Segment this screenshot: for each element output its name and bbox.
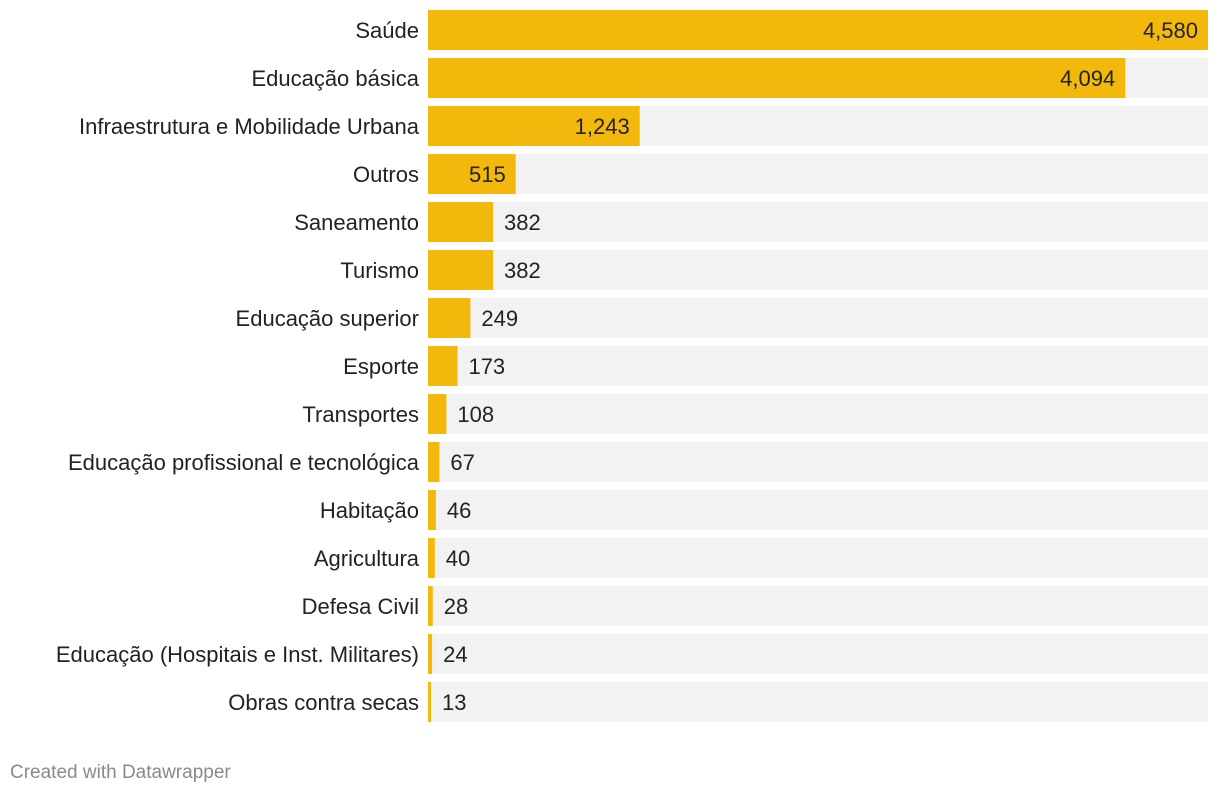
bar-row: Defesa Civil 28 [302,586,1208,626]
value-label: 67 [450,450,474,475]
value-label: 24 [443,642,467,667]
bar-track [428,250,1208,290]
bar [428,538,435,578]
bar-track [428,490,1208,530]
value-label: 249 [481,306,518,331]
bar [428,298,471,338]
bar [428,394,447,434]
bar [428,250,494,290]
value-label: 46 [447,498,471,523]
category-label: Esporte [343,354,419,379]
value-label: 40 [446,546,470,571]
bar-track [428,586,1208,626]
category-label: Turismo [340,258,419,283]
bar-row: Habitação 46 [320,490,1208,530]
category-label: Educação básica [251,66,419,91]
value-label: 4,094 [1060,66,1115,91]
bar-row: Educação superior 249 [236,298,1208,338]
bar-track [428,298,1208,338]
bar-row: Infraestrutura e Mobilidade Urbana 1,243 [79,106,1208,146]
bar [428,10,1208,50]
bar-track [428,538,1208,578]
value-label: 382 [504,210,541,235]
bar [428,490,436,530]
bar-row: Transportes 108 [302,394,1208,434]
bar-track [428,634,1208,674]
category-label: Infraestrutura e Mobilidade Urbana [79,114,420,139]
bar-row: Turismo 382 [340,250,1208,290]
category-label: Obras contra secas [228,690,419,715]
category-label: Habitação [320,498,419,523]
bar [428,106,640,146]
bar-track [428,394,1208,434]
bar-row: Agricultura 40 [314,538,1208,578]
category-label: Transportes [302,402,419,427]
bar [428,346,458,386]
category-label: Educação profissional e tecnológica [68,450,420,475]
bar [428,58,1126,98]
value-label: 515 [469,162,506,187]
value-label: 28 [444,594,468,619]
bar [428,634,433,674]
bar [428,682,431,722]
bar-track [428,442,1208,482]
bar [428,586,433,626]
bar-row: Esporte 173 [343,346,1208,386]
category-label: Educação (Hospitais e Inst. Militares) [56,642,419,667]
category-label: Defesa Civil [302,594,419,619]
value-label: 173 [468,354,505,379]
value-label: 1,243 [575,114,630,139]
bar-track [428,202,1208,242]
bar-row: Educação profissional e tecnológica 67 [68,442,1208,482]
value-label: 108 [457,402,494,427]
bar-track [428,346,1208,386]
category-label: Saúde [355,18,419,43]
bar-chart: Saúde 4,580 Educação básica 4,094 Infraestru… [56,10,1208,722]
bar-row: Saneamento 382 [294,202,1208,242]
bar-track [428,154,1208,194]
value-label: 382 [504,258,541,283]
bar [428,154,516,194]
category-label: Agricultura [314,546,420,571]
value-label: 13 [442,690,466,715]
datawrapper-credit: Created with Datawrapper [10,762,231,783]
bar [428,442,440,482]
value-label: 4,580 [1143,18,1198,43]
bar-track [428,682,1208,722]
bar-row: Saúde 4,580 [355,10,1208,50]
bar [428,202,494,242]
bar-row: Educação (Hospitais e Inst. Militares) 24 [56,634,1208,674]
category-label: Educação superior [236,306,419,331]
bar-row: Outros 515 [353,154,1208,194]
bar-row: Educação básica 4,094 [251,58,1208,98]
category-label: Outros [353,162,419,187]
category-label: Saneamento [294,210,419,235]
bar-row: Obras contra secas 13 [228,682,1208,722]
